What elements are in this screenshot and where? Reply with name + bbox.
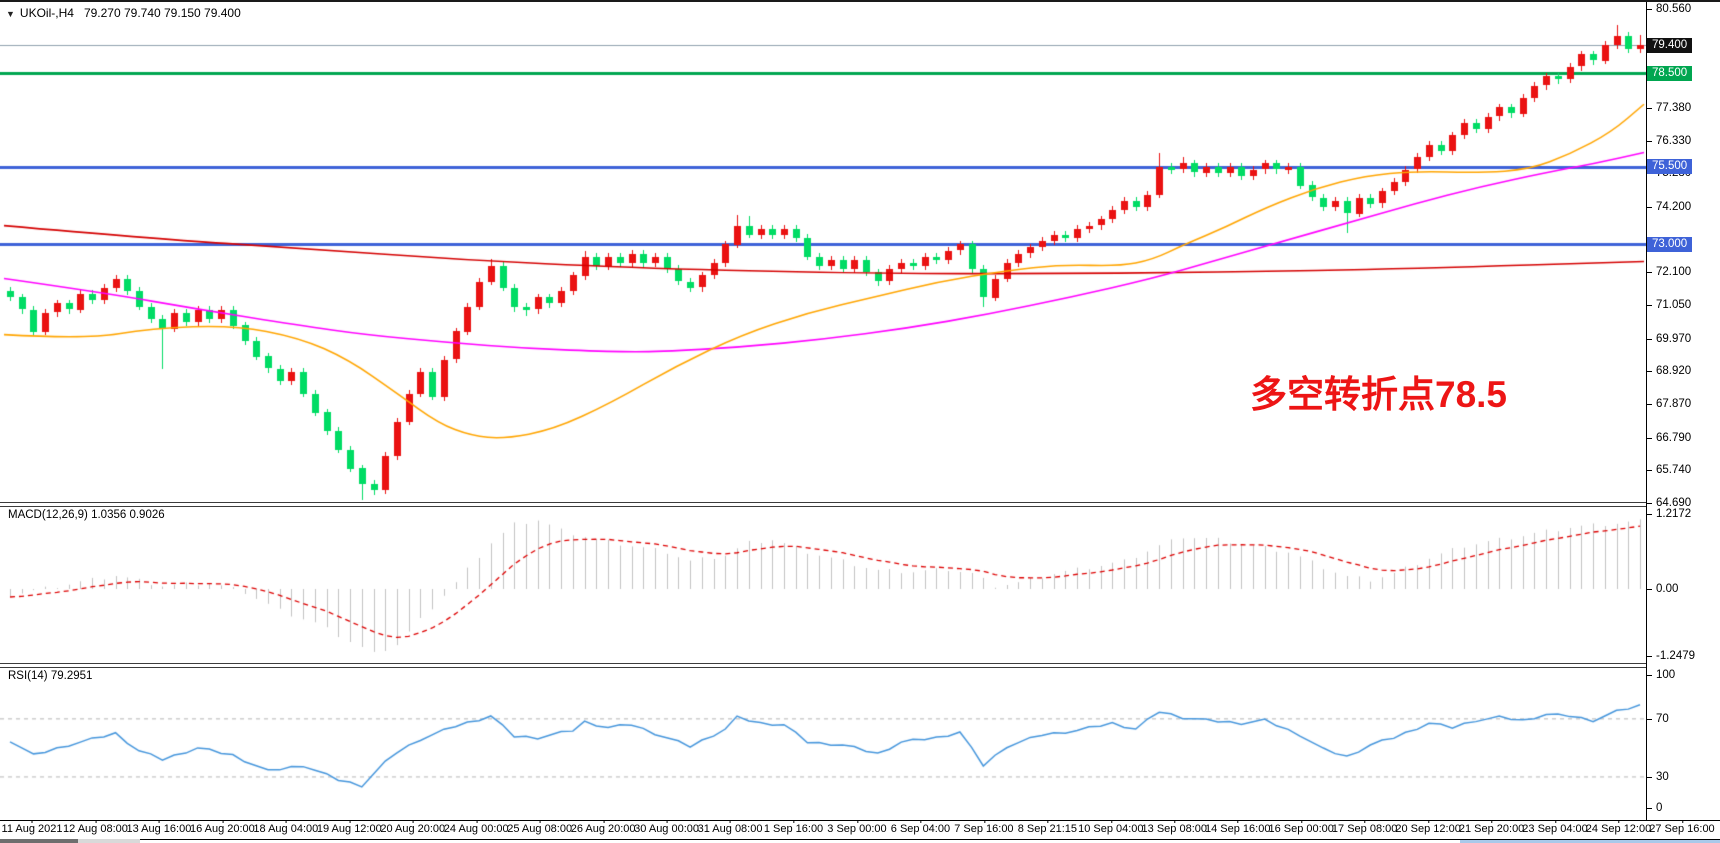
time-axis-label: 6 Sep 04:00 <box>890 820 951 835</box>
scrollbar-segment <box>78 839 140 843</box>
time-axis-label: 7 Sep 16:00 <box>954 820 1014 835</box>
price-level-badge: 75.500 <box>1647 159 1693 174</box>
time-axis-label: 30 Aug 00:00 <box>634 820 700 835</box>
time-axis-label: 31 Aug 08:00 <box>697 820 763 835</box>
macd-panel-label: MACD(12,26,9) 1.0356 0.9026 <box>8 509 165 521</box>
macd-panel-separator[interactable] <box>0 502 1720 507</box>
rsi-panel-separator[interactable] <box>0 663 1720 668</box>
axis-tick-label: 69.970 <box>1656 332 1692 345</box>
axis-tick-label: 100 <box>1656 669 1676 682</box>
time-axis-label: 24 Sep 12:00 <box>1585 820 1652 835</box>
axis-tick-mark <box>1647 656 1652 657</box>
quote-ohlc-values: 79.270 79.740 79.150 79.400 <box>83 6 241 20</box>
macd-indicator-values: 1.0356 0.9026 <box>91 509 165 521</box>
time-axis-label: 10 Sep 04:00 <box>1078 820 1144 835</box>
axis-tick-label: 71.050 <box>1656 299 1692 312</box>
time-axis-label: 21 Sep 20:00 <box>1458 820 1525 835</box>
axis-tick-mark <box>1647 9 1652 10</box>
axis-tick-mark <box>1647 404 1652 405</box>
axis-tick-label: 30 <box>1656 770 1669 783</box>
axis-tick-label: 65.740 <box>1656 464 1692 477</box>
time-axis-line <box>0 820 1720 821</box>
axis-tick-mark <box>1647 437 1652 439</box>
time-axis-label: 19 Aug 12:00 <box>316 820 382 835</box>
axis-tick-mark <box>1647 589 1652 590</box>
axis-tick-label: 0 <box>1656 802 1663 814</box>
axis-tick-label: 1.2172 <box>1656 507 1692 520</box>
time-axis-label: 20 Aug 20:00 <box>380 820 446 835</box>
axis-tick-label: 74.200 <box>1656 200 1692 213</box>
axis-tick-label: 68.920 <box>1656 365 1692 378</box>
time-axis-label: 8 Sep 21:15 <box>1017 820 1078 835</box>
rsi-indicator-name: RSI(14) <box>8 670 48 682</box>
time-axis-label: 27 Sep 16:00 <box>1649 820 1715 835</box>
time-axis-label: 13 Sep 08:00 <box>1141 820 1207 835</box>
time-axis[interactable]: 11 Aug 2021 12 Aug 08:00 13 Aug 16:00 16 Au… <box>0 820 1720 839</box>
scrollbar-track-line <box>140 839 1720 840</box>
chart-title-overlay: ▼ UKOil-,H4 79.270 79.740 79.150 79.400 <box>6 6 241 20</box>
symbol-timeframe-label: UKOil-,H4 <box>19 6 74 20</box>
time-axis-label: 20 Sep 12:00 <box>1395 820 1461 835</box>
price-level-badge: 78.500 <box>1647 65 1693 81</box>
scrollbar-thumb[interactable] <box>0 839 78 843</box>
axis-tick-label: 67.870 <box>1656 398 1692 410</box>
axis-tick-mark <box>1647 305 1652 307</box>
bottom-scroll-strip <box>0 839 1720 843</box>
time-axis-label: 16 Sep 00:00 <box>1268 820 1334 835</box>
candlestick-chart-canvas[interactable] <box>0 2 1646 505</box>
macd-indicator-name: MACD(12,26,9) <box>8 509 88 521</box>
price-level-badge: 79.400 <box>1647 37 1693 53</box>
time-axis-label: 25 Aug 08:00 <box>507 820 573 835</box>
axis-tick-label: 0.00 <box>1656 583 1679 595</box>
price-scale[interactable]: 80.56077.38076.33075.28074.20072.10071.0… <box>1647 2 1720 820</box>
axis-tick-mark <box>1647 140 1652 142</box>
axis-tick-mark <box>1647 503 1652 504</box>
axis-tick-mark <box>1647 470 1652 472</box>
time-axis-label: 24 Aug 00:00 <box>443 820 509 835</box>
axis-tick-label: 80.560 <box>1656 3 1692 15</box>
time-axis-label: 23 Sep 04:00 <box>1522 820 1588 835</box>
axis-tick-mark <box>1647 776 1652 778</box>
axis-tick-mark <box>1647 371 1652 373</box>
time-axis-label: 1 Sep 16:00 <box>763 820 824 835</box>
axis-tick-mark <box>1647 272 1652 274</box>
axis-tick-mark <box>1647 107 1652 109</box>
time-axis-label: 13 Aug 16:00 <box>126 820 192 835</box>
price-scale-separator <box>1646 2 1647 820</box>
time-axis-label: 11 Aug 2021 <box>1 820 63 835</box>
rsi-indicator-canvas[interactable] <box>0 667 1646 820</box>
axis-tick-mark <box>1647 675 1652 677</box>
time-axis-label: 12 Aug 08:00 <box>63 820 128 835</box>
time-axis-label: 26 Aug 20:00 <box>570 820 636 835</box>
axis-tick-label: 72.100 <box>1656 266 1692 279</box>
axis-tick-mark <box>1647 206 1652 208</box>
chart-annotation-text: 多空转折点78.5 <box>1250 374 1508 415</box>
time-axis-label: 16 Aug 20:00 <box>189 820 255 835</box>
scrollbar-highlight <box>1460 840 1720 843</box>
axis-tick-label: 70 <box>1656 712 1669 725</box>
time-axis-label: 18 Aug 04:00 <box>253 820 319 835</box>
price-level-badge: 73.000 <box>1647 236 1693 252</box>
macd-indicator-canvas[interactable] <box>0 507 1646 663</box>
axis-tick-mark <box>1647 338 1652 340</box>
axis-tick-mark <box>1647 718 1652 720</box>
axis-tick-label: 64.690 <box>1656 497 1692 509</box>
axis-tick-mark <box>1647 808 1652 809</box>
time-axis-label: 17 Sep 08:00 <box>1331 820 1398 835</box>
axis-tick-label: 76.330 <box>1656 134 1692 147</box>
time-axis-label: 3 Sep 00:00 <box>827 820 887 835</box>
axis-tick-label: -1.2479 <box>1656 650 1696 662</box>
rsi-indicator-value: 79.2951 <box>50 670 93 682</box>
rsi-panel-label: RSI(14) 79.2951 <box>8 670 92 682</box>
axis-tick-label: 77.380 <box>1656 101 1692 114</box>
axis-tick-label: 66.790 <box>1656 431 1692 444</box>
time-axis-label: 14 Sep 16:00 <box>1205 820 1271 835</box>
axis-tick-mark <box>1647 513 1652 515</box>
collapse-quote-arrow-icon[interactable]: ▼ <box>6 9 15 19</box>
